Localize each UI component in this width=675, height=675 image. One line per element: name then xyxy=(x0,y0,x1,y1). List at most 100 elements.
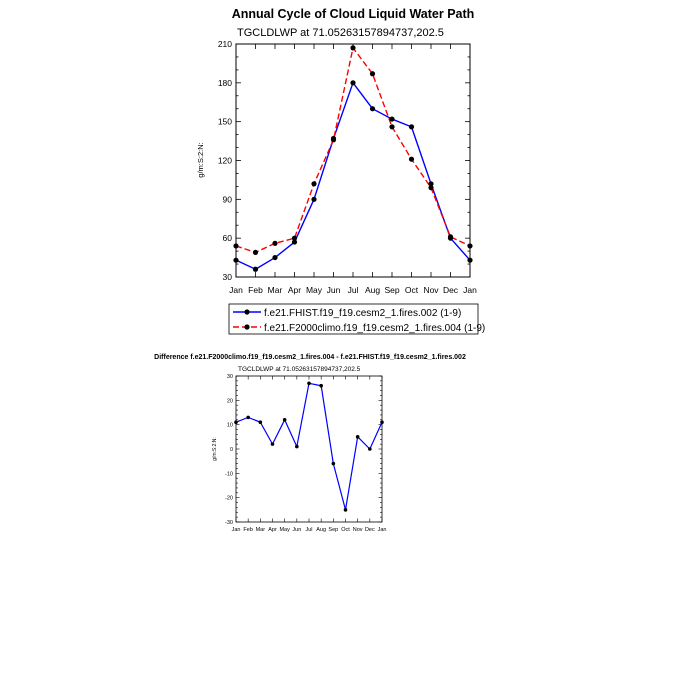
series-markers xyxy=(234,381,384,512)
y-tick-label: -20 xyxy=(225,496,233,502)
x-tick-label: Oct xyxy=(341,527,350,533)
legend-marker-fhist xyxy=(244,309,250,315)
x-tick-label: Apr xyxy=(268,527,277,533)
data-point xyxy=(258,420,263,425)
data-point xyxy=(270,442,275,446)
y-tick-label: 0 xyxy=(230,447,233,453)
x-tick-label: Mar xyxy=(256,527,266,533)
data-point xyxy=(368,447,372,451)
legend-label-fhist: f.e21.FHIST.f19_f19.cesm2_1.fires.002 (1… xyxy=(264,308,461,319)
data-point xyxy=(350,45,356,51)
x-tick-label: Sep xyxy=(384,285,399,295)
x-tick-label: May xyxy=(306,285,323,295)
axis-ticks: Jan Feb Mar Apr May Jun Jul Aug Sep Oct Nov Dec Jan 3… xyxy=(218,39,477,295)
data-point xyxy=(467,243,473,249)
plot-frame xyxy=(235,375,383,523)
y-axis-label: g/m:S:2:N: xyxy=(196,142,205,177)
data-point xyxy=(428,185,434,191)
data-point xyxy=(408,124,415,130)
y-tick-label: 20 xyxy=(227,398,233,404)
data-point xyxy=(380,420,384,425)
data-point xyxy=(389,116,395,122)
data-point xyxy=(311,181,317,187)
data-point xyxy=(355,435,360,439)
data-point xyxy=(295,444,299,449)
x-tick-label: Mar xyxy=(268,285,283,295)
y-tick-label: -30 xyxy=(225,520,233,526)
y-tick-label: 90 xyxy=(223,194,233,204)
x-tick-label: Nov xyxy=(423,285,439,295)
data-point xyxy=(234,420,238,425)
x-tick-label: Aug xyxy=(365,285,380,295)
x-tick-label: Aug xyxy=(316,527,326,533)
data-point xyxy=(246,415,250,420)
y-tick-label: 210 xyxy=(218,39,232,49)
series-lines xyxy=(235,382,383,511)
axis-ticks: Jan Feb Mar Apr May Jun Jul Aug Sep Oct Nov Dec Jan-… xyxy=(225,374,386,533)
x-tick-label: Jan xyxy=(463,285,477,295)
data-point xyxy=(233,243,239,249)
data-point xyxy=(428,181,434,187)
x-tick-label: Feb xyxy=(248,285,263,295)
x-tick-label: Oct xyxy=(405,285,419,295)
data-point xyxy=(331,461,336,466)
x-tick-label: Jan xyxy=(378,527,387,533)
x-tick-label: Jan xyxy=(232,527,241,533)
data-point xyxy=(291,239,298,245)
chart-subtitle: TGCLDLWP at 71.05263157894737,202.5 xyxy=(237,27,444,39)
x-tick-label: Apr xyxy=(288,285,301,295)
data-point xyxy=(369,106,376,112)
data-point xyxy=(467,257,473,263)
difference-chart: Difference f.e21.F2000climo.f19_f19.cesm… xyxy=(154,354,466,533)
series-markers xyxy=(233,45,473,272)
data-point xyxy=(447,234,454,240)
plot-frame xyxy=(235,43,471,278)
data-point xyxy=(350,80,356,86)
chart-title: Annual Cycle of Cloud Liquid Water Path xyxy=(232,7,475,21)
data-point xyxy=(252,266,259,272)
x-tick-label: Jul xyxy=(348,285,359,295)
data-point xyxy=(272,254,278,261)
y-tick-label: 10 xyxy=(227,423,233,429)
x-tick-label: Jun xyxy=(292,527,301,533)
data-point xyxy=(307,381,311,386)
y-tick-label: 180 xyxy=(218,78,232,88)
legend-box xyxy=(228,303,479,335)
y-tick-label: 60 xyxy=(223,233,233,243)
legend: f.e21.FHIST.f19_f19.cesm2_1.fires.002 (1… xyxy=(228,303,485,335)
data-point xyxy=(389,124,395,130)
x-tick-label: Dec xyxy=(443,285,459,295)
data-point xyxy=(369,71,376,77)
x-tick-label: Jul xyxy=(305,527,312,533)
y-tick-label: 30 xyxy=(223,272,233,282)
legend-marker-f2000 xyxy=(244,324,250,330)
data-point xyxy=(408,156,415,162)
data-point xyxy=(343,508,348,512)
x-tick-label: Dec xyxy=(365,527,375,533)
x-tick-label: Sep xyxy=(328,527,338,533)
series-line-0 xyxy=(235,382,383,511)
y-tick-label: -10 xyxy=(225,471,233,477)
y-tick-label: 30 xyxy=(227,374,233,380)
series-line-1 xyxy=(235,47,471,254)
legend-label-f2000: f.e21.F2000climo.f19_f19.cesm2_1.fires.0… xyxy=(264,323,485,334)
x-tick-label: Jun xyxy=(327,285,341,295)
data-point xyxy=(330,137,337,143)
chart-subtitle: TGCLDLWP at 71.05263157894737,202.5 xyxy=(238,366,361,373)
x-tick-label: Nov xyxy=(353,527,363,533)
y-tick-label: 120 xyxy=(218,155,232,165)
data-point xyxy=(291,235,298,241)
x-tick-label: May xyxy=(279,527,290,533)
chart-title: Difference f.e21.F2000climo.f19_f19.cesm… xyxy=(154,354,466,361)
annual-cycle-chart: Annual Cycle of Cloud Liquid Water Path … xyxy=(196,7,485,335)
data-point xyxy=(282,418,287,422)
series-line-0 xyxy=(235,82,471,270)
y-tick-label: 150 xyxy=(218,117,232,127)
data-point xyxy=(233,257,239,263)
data-point xyxy=(252,249,259,256)
data-point xyxy=(272,240,278,246)
x-tick-label: Jan xyxy=(229,285,243,295)
y-axis-label: g/m:S:2:N: xyxy=(212,437,218,461)
data-point xyxy=(311,196,317,202)
